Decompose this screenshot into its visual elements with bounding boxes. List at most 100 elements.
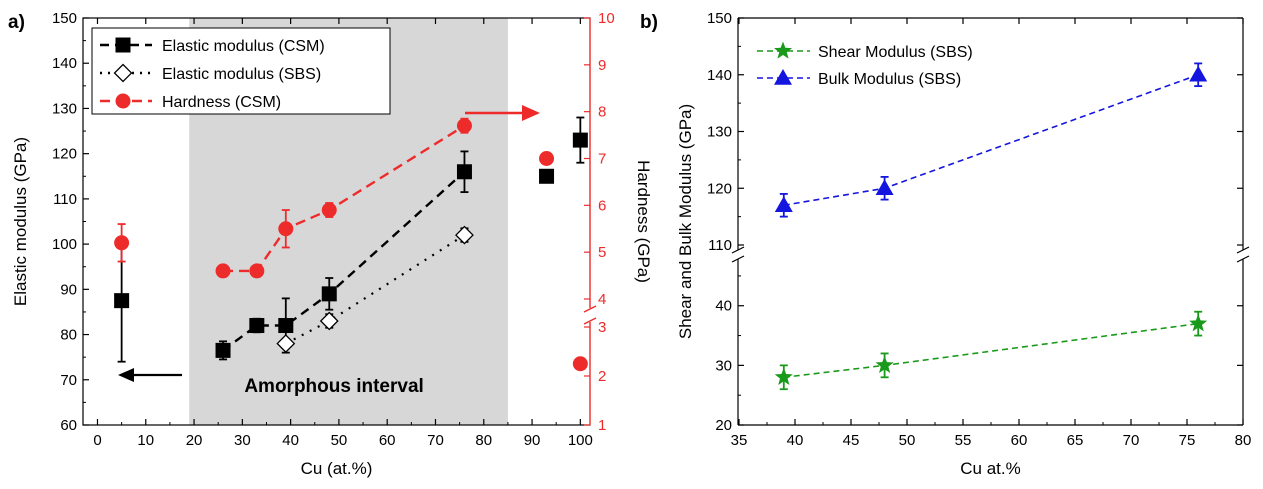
hardness-tick-label: 9 xyxy=(598,57,606,74)
panel-b-series xyxy=(774,62,1208,391)
hardness-csm-point xyxy=(114,235,130,251)
panel-b: b) 35 40 45 50 55 60 65 70 75 80 110 120 130 140 150 20… xyxy=(640,10,1251,478)
panel-a-y-axis-title: Elastic modulus (GPa) xyxy=(11,137,30,306)
hardness-tick-label: 2 xyxy=(598,368,606,385)
y-tick-label: 140 xyxy=(707,67,732,84)
hardness-axis: 1 2 3 4 5 6 7 8 9 10 xyxy=(583,10,615,434)
legend-marker xyxy=(774,69,792,85)
panel-a-series xyxy=(114,116,588,372)
elastic-csm-point xyxy=(456,164,472,180)
x-tick-label: 0 xyxy=(93,432,101,449)
y-tick-label: 130 xyxy=(707,124,732,141)
y-tick-label: 80 xyxy=(60,327,77,344)
x-tick-label: 10 xyxy=(137,432,154,449)
legend-label: Bulk Modulus (SBS) xyxy=(818,71,961,88)
hardness-csm-point xyxy=(321,202,337,218)
elastic-csm-point xyxy=(572,132,588,148)
y-tick-label: 110 xyxy=(708,237,732,254)
panel-a-y2-axis-title: Hardness (GPa) xyxy=(634,160,653,283)
x-tick-label: 70 xyxy=(427,432,444,449)
x-tick-label: 80 xyxy=(1235,432,1252,449)
axis-break xyxy=(1236,255,1250,263)
x-tick-label: 35 xyxy=(731,432,748,449)
elastic-csm-point xyxy=(539,168,555,184)
legend-marker xyxy=(115,37,131,53)
shear-point xyxy=(1189,314,1208,332)
hardness-csm-point xyxy=(539,151,555,166)
elastic-sbs-point xyxy=(319,311,339,331)
hardness-axis-break xyxy=(583,305,597,313)
shear-point xyxy=(875,355,894,374)
x-tick-label: 100 xyxy=(568,432,593,449)
panel-a-label: a) xyxy=(8,12,25,33)
amorphous-interval-label: Amorphous interval xyxy=(244,376,423,397)
elastic-sbs-point xyxy=(455,225,474,245)
hardness-csm-point xyxy=(572,356,588,372)
hardness-csm-point xyxy=(215,263,231,279)
axis-arrows xyxy=(118,105,540,382)
elastic-sbs-point xyxy=(276,334,296,354)
y-tick-label: 90 xyxy=(60,281,77,298)
panel-b-legend: Shear Modulus (SBS) Bulk Modulus (SBS) xyxy=(757,41,973,88)
shear-line xyxy=(783,322,1199,379)
hardness-tick-label: 7 xyxy=(598,151,606,168)
legend-marker xyxy=(773,41,793,59)
shear-point xyxy=(774,367,793,385)
y-tick-label: 140 xyxy=(52,55,77,72)
hardness-tick-label: 1 xyxy=(598,417,606,434)
x-tick-label: 75 xyxy=(1179,432,1196,449)
x-tick-label: 40 xyxy=(282,432,299,449)
axis-break xyxy=(1236,246,1250,254)
elastic-csm-point xyxy=(114,293,130,309)
legend-box xyxy=(91,27,391,115)
panel-b-y-axis-title: Shear and Bulk Modulus (GPa) xyxy=(676,104,695,339)
elastic-csm-point xyxy=(249,318,265,334)
elastic-csm-point xyxy=(278,318,294,334)
y-tick-label: 150 xyxy=(52,10,77,27)
hardness-csm-point xyxy=(456,118,472,134)
hardness-tick-label: 6 xyxy=(598,197,606,214)
y-tick-label: 110 xyxy=(53,191,77,208)
bulk-point xyxy=(1189,65,1208,82)
x-tick-label: 40 xyxy=(787,432,804,449)
x-tick-label: 65 xyxy=(1067,432,1084,449)
hardness-axis-break xyxy=(583,317,597,325)
legend-marker xyxy=(113,63,133,83)
y-tick-label: 40 xyxy=(715,298,732,315)
y-tick-label: 30 xyxy=(715,357,732,374)
hardness-tick-label: 8 xyxy=(598,104,606,121)
y-tick-label: 60 xyxy=(60,417,77,434)
y-tick-label: 70 xyxy=(60,372,77,389)
legend-label: Shear Modulus (SBS) xyxy=(818,44,973,61)
bulk-point xyxy=(875,179,894,195)
hardness-tick-label: 4 xyxy=(598,291,606,308)
y-tick-label: 120 xyxy=(707,180,732,197)
panel-a-legend: Elastic modulus (CSM) Elastic modulus (SB… xyxy=(91,27,391,115)
x-tick-label: 50 xyxy=(331,432,348,449)
panel-b-x-axis-title: Cu at.% xyxy=(960,459,1020,478)
legend-label: Elastic modulus (CSM) xyxy=(162,38,325,55)
elastic-csm-point xyxy=(321,286,337,302)
y-tick-label: 120 xyxy=(52,146,77,163)
axis-break xyxy=(731,255,745,263)
axis-break xyxy=(731,246,745,254)
y-tick-label: 100 xyxy=(52,236,77,253)
x-tick-label: 50 xyxy=(899,432,916,449)
hardness-csm-point xyxy=(278,221,294,237)
legend-label: Elastic modulus (SBS) xyxy=(162,66,321,83)
x-tick-label: 55 xyxy=(955,432,972,449)
bulk-line xyxy=(783,73,1199,207)
elastic-csm-point xyxy=(215,342,231,358)
elastic-csm-line xyxy=(222,170,466,352)
x-tick-label: 90 xyxy=(524,432,541,449)
bulk-point xyxy=(774,196,793,213)
hardness-tick-label: 5 xyxy=(598,244,606,261)
x-tick-label: 45 xyxy=(843,432,860,449)
hardness-tick-label: 10 xyxy=(598,10,615,27)
legend-marker xyxy=(115,93,131,109)
x-tick-label: 70 xyxy=(1123,432,1140,449)
x-tick-label: 60 xyxy=(1011,432,1028,449)
x-tick-label: 80 xyxy=(475,432,492,449)
y-tick-label: 150 xyxy=(707,10,732,27)
x-tick-label: 30 xyxy=(234,432,251,449)
